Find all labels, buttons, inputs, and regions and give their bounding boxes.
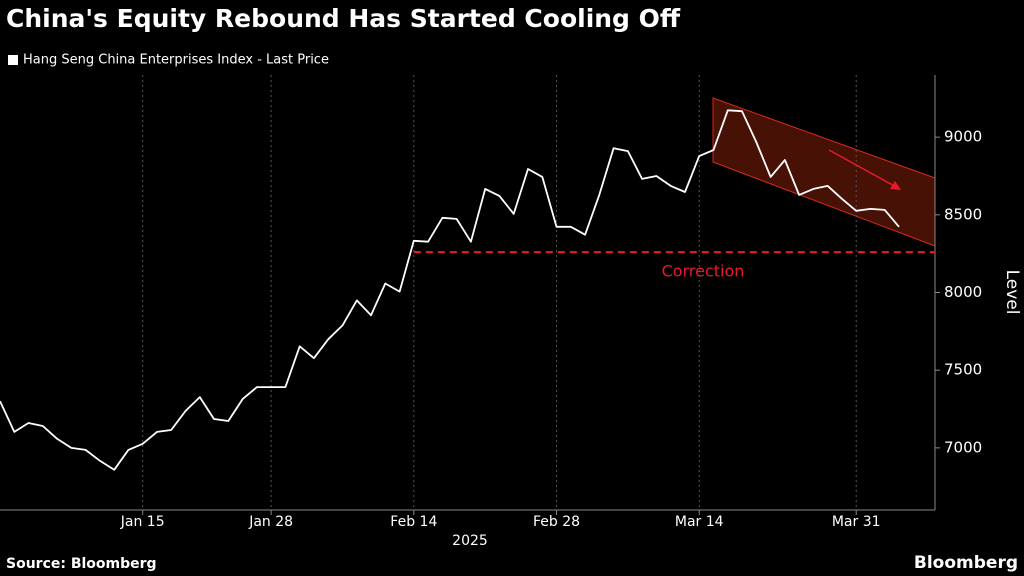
brand: Bloomberg	[914, 553, 1018, 573]
y-tick-label: 7000	[944, 438, 982, 456]
x-tick-label: Mar 31	[832, 514, 881, 530]
legend-swatch	[8, 55, 18, 65]
legend-label: Hang Seng China Enterprises Index - Last…	[23, 53, 329, 68]
x-tick-label: Mar 14	[675, 514, 724, 530]
y-tick-label: 8000	[944, 283, 982, 301]
source: Source: Bloomberg	[6, 556, 157, 572]
x-tick-label: Feb 14	[390, 514, 437, 530]
x-tick-label: Feb 28	[533, 514, 580, 530]
chart-title: China's Equity Rebound Has Started Cooli…	[6, 4, 681, 33]
trend-arrow-head	[890, 181, 901, 190]
y-axis-label: Level	[1002, 270, 1022, 315]
x-tick-label: Jan 15	[120, 514, 165, 530]
y-tick-label: 9000	[944, 128, 982, 146]
x-axis-label: 2025	[452, 533, 488, 549]
trend-arrow	[828, 149, 899, 189]
price-line	[0, 109, 900, 471]
correction-label: Correction	[662, 262, 745, 281]
x-tick-label: Jan 28	[248, 514, 293, 530]
y-tick-label: 7500	[944, 361, 982, 379]
y-tick-label: 8500	[944, 205, 982, 223]
